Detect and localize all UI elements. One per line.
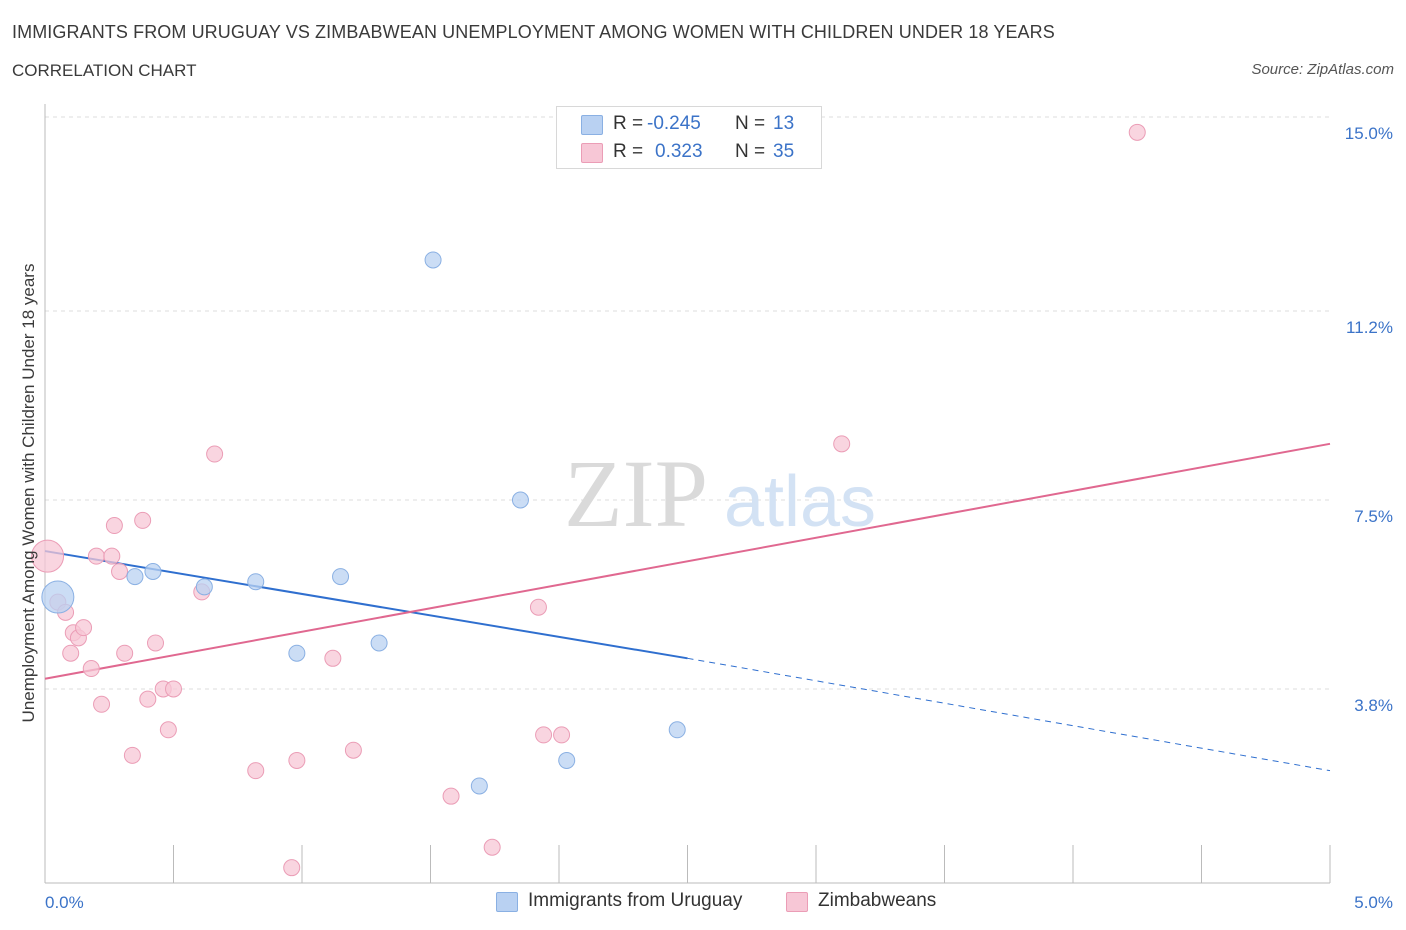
uruguay-point [195, 578, 213, 596]
series-swatch-uruguay [496, 892, 518, 912]
y-tick-label: 7.5% [1354, 507, 1393, 526]
legend-r-value: -0.245 [647, 113, 701, 134]
legend-r-label: R = [613, 141, 644, 162]
zimbabweans-point [442, 787, 460, 805]
zimbabweans-point [103, 547, 121, 565]
uruguay-trend-extension [687, 657, 1331, 772]
series-legend: Immigrants from Uruguay Zimbabweans [0, 889, 1406, 915]
grid-lines [45, 116, 1330, 690]
uruguay-trend-line [44, 550, 688, 660]
legend-r-label: R = [613, 113, 644, 134]
zimbabweans-point [833, 435, 851, 453]
y-tick-label: 3.8% [1354, 696, 1393, 715]
legend-n-value: 13 [773, 113, 795, 134]
uruguay-point [668, 721, 686, 739]
uruguay-point [370, 634, 388, 652]
watermark-atlas: atlas [724, 462, 876, 542]
chart-subtitle: CORRELATION CHART [12, 61, 197, 80]
zimbabweans-point [288, 751, 306, 769]
uruguay-point [144, 562, 162, 580]
zimbabweans-point [139, 690, 157, 708]
y-tick-label: 15.0% [1345, 124, 1393, 143]
x-tick-label: 0.0% [45, 893, 84, 912]
source-note: Source: ZipAtlas.com [1251, 61, 1394, 78]
zimbabweans-point [116, 644, 134, 662]
uruguay-point [332, 568, 350, 586]
zimbabweans-point [535, 726, 553, 744]
zimbabweans-point [529, 598, 547, 616]
uruguay-point [424, 251, 442, 269]
legend-n-label: N = [735, 141, 766, 162]
uruguay-point [247, 573, 265, 591]
zimbabweans-point [283, 859, 301, 877]
zimbabweans-point [123, 746, 141, 764]
zimbabweans-point [324, 649, 342, 667]
y-axis-label: Unemployment Among Women with Children U… [19, 263, 38, 723]
legend-swatch-uruguay [581, 115, 603, 135]
legend-n-value: 35 [773, 141, 795, 162]
series-label-zimbabweans: Zimbabweans [818, 890, 937, 911]
uruguay-point [288, 644, 306, 662]
data-points [31, 123, 1146, 877]
legend-swatch-zimbabweans [581, 143, 603, 163]
zimbabweans-point [147, 634, 165, 652]
legend-n-label: N = [735, 113, 766, 134]
axes [44, 104, 1331, 884]
y-tick-label: 11.2% [1346, 318, 1393, 337]
uruguay-point [558, 751, 576, 769]
correlation-legend: R = -0.245 N = 13 R = 0.323 N = 35 [556, 106, 822, 169]
zimbabweans-point [1128, 123, 1146, 141]
watermark-zip: ZIP [564, 440, 708, 547]
zimbabweans-point [62, 644, 80, 662]
zimbabweans-point [247, 762, 265, 780]
zimbabweans-point [105, 517, 123, 535]
series-swatch-zimbabweans [786, 892, 808, 912]
zimbabweans-point [165, 680, 182, 698]
uruguay-point [511, 491, 529, 509]
zimbabweans-point [159, 721, 177, 739]
uruguay-point [41, 580, 75, 614]
legend-r-value: 0.323 [655, 141, 703, 162]
tick-labels: 3.8% 7.5% 11.2% 15.0% 0.0% 5.0% [45, 124, 1393, 912]
chart-title: IMMIGRANTS FROM URUGUAY VS ZIMBABWEAN UN… [12, 22, 1055, 42]
series-label-uruguay: Immigrants from Uruguay [528, 890, 743, 911]
zimbabweans-point [134, 511, 152, 529]
zimbabweans-point [553, 726, 571, 744]
zimbabweans-point [93, 695, 111, 713]
uruguay-point [470, 777, 488, 795]
zimbabweans-point [206, 445, 224, 463]
zimbabweans-point [111, 562, 129, 580]
zimbabweans-point [75, 619, 93, 637]
uruguay-point [126, 568, 144, 586]
zimbabweans-point [344, 741, 362, 759]
zimbabweans-point [87, 547, 105, 565]
zimbabweans-point [82, 660, 100, 678]
zimbabweans-point [483, 838, 501, 856]
watermark: ZIP atlas [564, 440, 876, 547]
zimbabweans-trend-line [44, 442, 1331, 680]
x-tick-label: 5.0% [1354, 893, 1393, 912]
zimbabweans-point [31, 539, 65, 573]
